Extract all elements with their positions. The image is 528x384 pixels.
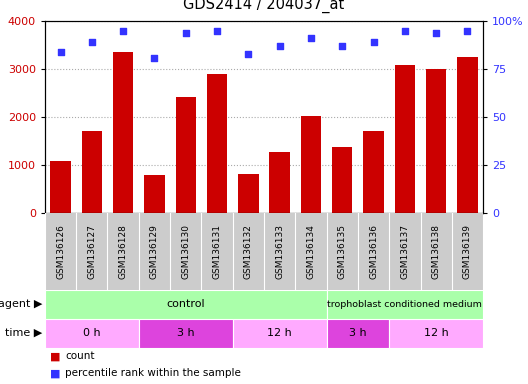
Text: 0 h: 0 h — [83, 328, 101, 338]
Text: 12 h: 12 h — [424, 328, 449, 338]
Text: GSM136132: GSM136132 — [244, 224, 253, 279]
Text: GSM136131: GSM136131 — [213, 224, 222, 279]
Point — [432, 30, 440, 36]
Bar — [327, 319, 389, 348]
Text: count: count — [65, 351, 95, 361]
Text: GSM136137: GSM136137 — [400, 224, 409, 279]
Text: GSM136135: GSM136135 — [338, 224, 347, 279]
Text: GSM136129: GSM136129 — [150, 224, 159, 279]
Text: GSM136128: GSM136128 — [119, 224, 128, 279]
Text: 3 h: 3 h — [349, 328, 367, 338]
Bar — [363, 131, 384, 213]
Point — [182, 30, 190, 36]
Bar — [45, 290, 327, 319]
Point — [56, 49, 65, 55]
Point — [401, 28, 409, 34]
Bar — [332, 147, 352, 213]
Bar — [207, 74, 227, 213]
Bar — [50, 161, 71, 213]
Bar — [389, 319, 483, 348]
Text: GSM136126: GSM136126 — [56, 224, 65, 279]
Bar — [113, 52, 133, 213]
Point — [307, 35, 315, 41]
Point — [150, 55, 158, 61]
Text: GSM136133: GSM136133 — [275, 224, 284, 279]
Text: trophoblast conditioned medium: trophoblast conditioned medium — [327, 300, 482, 309]
Text: GSM136138: GSM136138 — [432, 224, 441, 279]
Bar — [238, 174, 259, 213]
Text: GDS2414 / 204037_at: GDS2414 / 204037_at — [183, 0, 345, 13]
Text: control: control — [166, 299, 205, 310]
Bar — [45, 319, 139, 348]
Bar — [139, 319, 233, 348]
Text: time ▶: time ▶ — [5, 328, 42, 338]
Bar — [82, 131, 102, 213]
Point — [463, 28, 472, 34]
Text: GSM136134: GSM136134 — [306, 224, 315, 279]
Text: agent ▶: agent ▶ — [0, 299, 42, 310]
Text: ■: ■ — [50, 368, 61, 379]
Bar — [395, 65, 415, 213]
Text: GSM136136: GSM136136 — [369, 224, 378, 279]
Text: ■: ■ — [50, 351, 61, 361]
Text: GSM136139: GSM136139 — [463, 224, 472, 279]
Text: GSM136127: GSM136127 — [87, 224, 96, 279]
Bar — [457, 57, 478, 213]
Bar — [144, 175, 165, 213]
Text: 12 h: 12 h — [267, 328, 292, 338]
Point — [213, 28, 221, 34]
Point — [244, 51, 252, 57]
Point — [338, 43, 346, 49]
Bar — [426, 69, 446, 213]
Bar — [301, 116, 321, 213]
Point — [276, 43, 284, 49]
Text: percentile rank within the sample: percentile rank within the sample — [65, 368, 241, 379]
Text: GSM136130: GSM136130 — [181, 224, 190, 279]
Bar — [233, 319, 327, 348]
Point — [370, 39, 378, 45]
Point — [88, 39, 96, 45]
Bar — [269, 152, 290, 213]
Text: 3 h: 3 h — [177, 328, 194, 338]
Bar — [327, 290, 483, 319]
Point — [119, 28, 127, 34]
Bar — [176, 97, 196, 213]
